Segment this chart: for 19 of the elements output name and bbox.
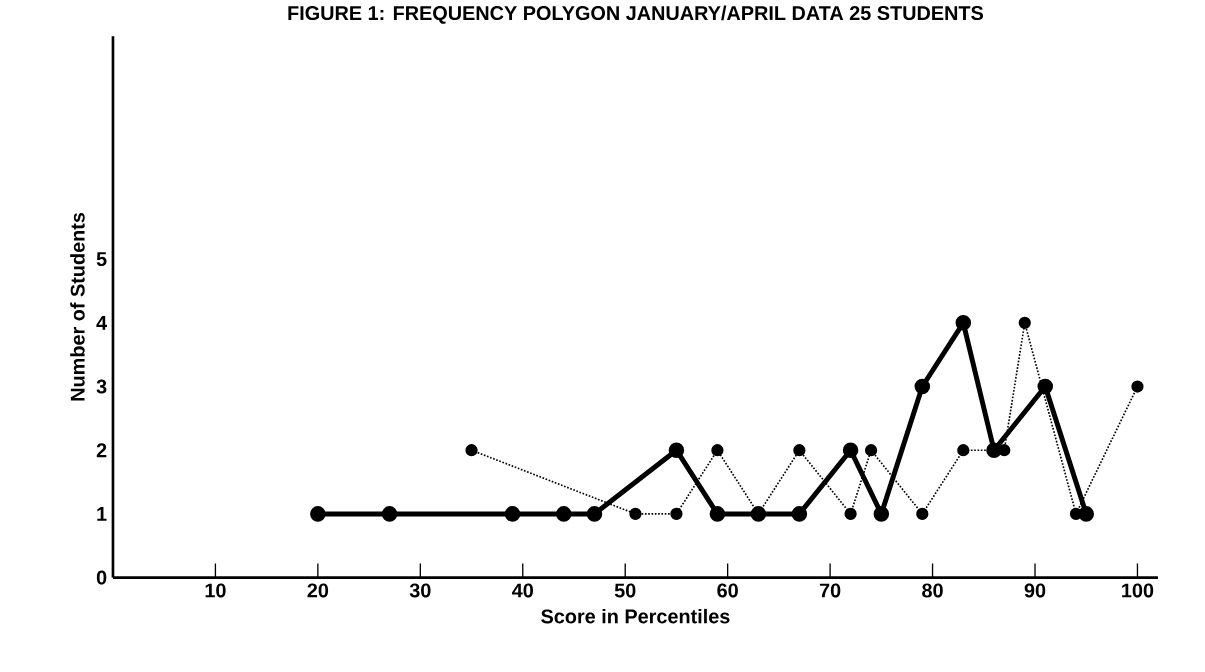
- x-tick-label: 70: [819, 583, 841, 598]
- x-tick-label: 30: [409, 583, 431, 598]
- x-tick-label: 50: [614, 583, 636, 598]
- y-axis-title: Number of Students: [70, 213, 85, 401]
- y-tick-label: 1: [97, 507, 107, 521]
- x-tick-label: 80: [922, 583, 943, 598]
- y-tick-label: 3: [96, 379, 107, 394]
- chart-title: FIGURE 1: FREQUENCY POLYGON JANUARY/APRIL DATA 25 STUDENTS: [288, 5, 983, 24]
- y-tick-label: 4: [96, 316, 108, 330]
- y-tick-label: 0: [96, 570, 107, 585]
- x-axis-title: Score in Percentiles: [541, 609, 730, 624]
- y-tick-label: 2: [96, 443, 107, 458]
- x-tick-label: 40: [512, 583, 533, 598]
- x-tick-label: 100: [1122, 583, 1154, 598]
- x-tick-label: 20: [307, 583, 329, 598]
- y-tick-label: 5: [96, 252, 107, 267]
- x-tick-label: 90: [1024, 583, 1046, 598]
- x-tick-label: 10: [205, 583, 226, 598]
- x-tick-label: 60: [717, 583, 738, 598]
